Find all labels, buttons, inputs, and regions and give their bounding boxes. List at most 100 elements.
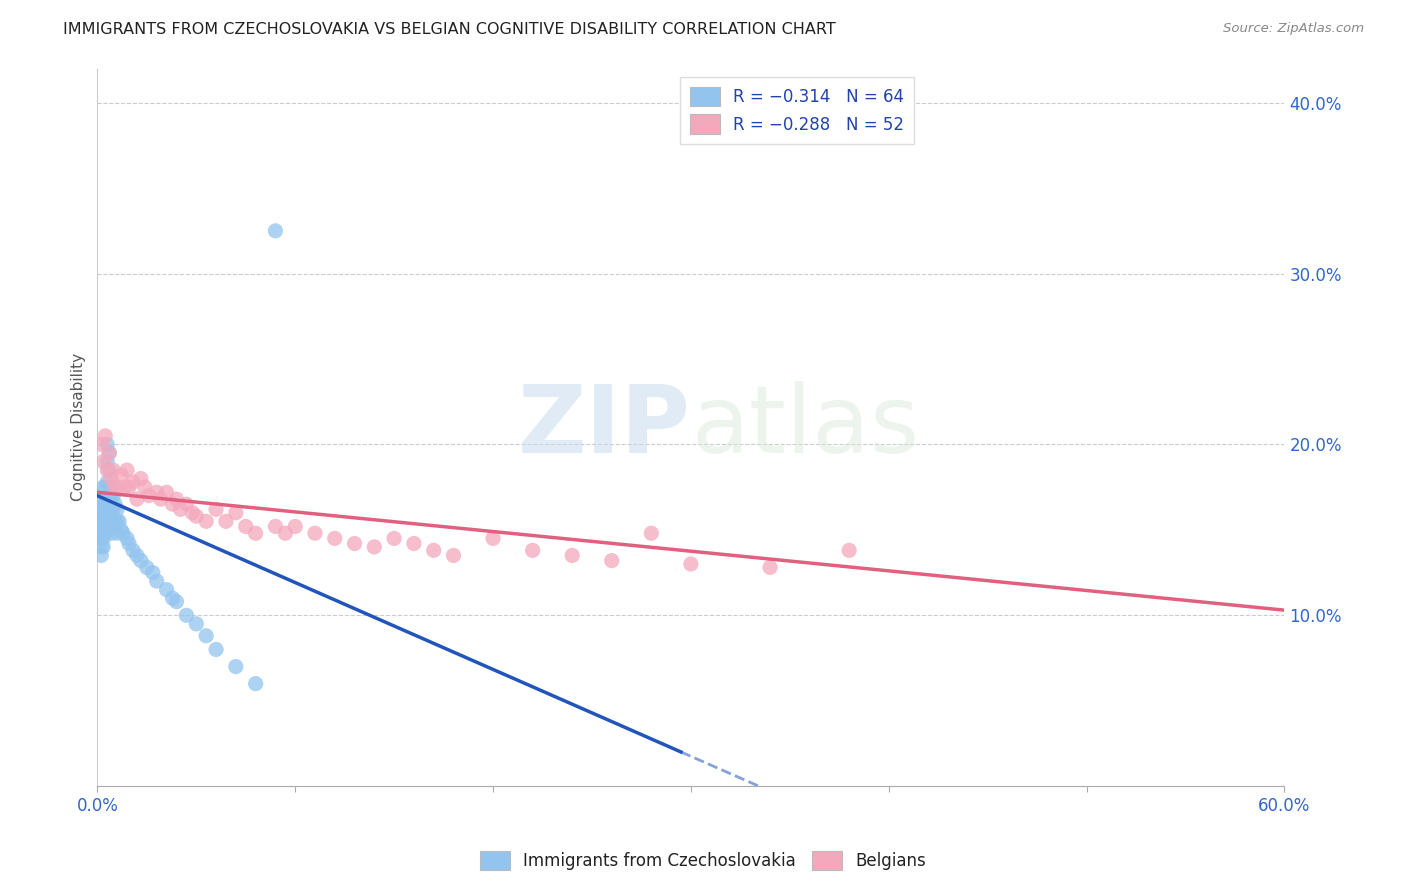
Point bbox=[118, 536, 141, 550]
Point bbox=[284, 519, 307, 533]
Point bbox=[640, 526, 662, 541]
Point bbox=[155, 582, 177, 597]
Point bbox=[91, 514, 114, 528]
Point bbox=[100, 480, 122, 494]
Point bbox=[166, 492, 188, 507]
Point bbox=[90, 523, 112, 537]
Point bbox=[100, 509, 122, 524]
Point bbox=[195, 629, 218, 643]
Point bbox=[96, 509, 118, 524]
Point bbox=[94, 429, 117, 443]
Point bbox=[94, 526, 117, 541]
Point bbox=[115, 532, 138, 546]
Point bbox=[129, 553, 152, 567]
Point bbox=[101, 463, 124, 477]
Y-axis label: Cognitive Disability: Cognitive Disability bbox=[72, 353, 86, 501]
Point bbox=[96, 454, 118, 468]
Point bbox=[142, 566, 165, 580]
Point bbox=[122, 475, 145, 489]
Point bbox=[118, 480, 141, 494]
Point bbox=[600, 553, 623, 567]
Legend: Immigrants from Czechoslovakia, Belgians: Immigrants from Czechoslovakia, Belgians bbox=[472, 844, 934, 877]
Point bbox=[100, 526, 122, 541]
Point bbox=[402, 536, 425, 550]
Point bbox=[90, 506, 112, 520]
Point bbox=[522, 543, 544, 558]
Point bbox=[96, 523, 118, 537]
Point bbox=[482, 532, 505, 546]
Point bbox=[186, 616, 208, 631]
Point bbox=[91, 540, 114, 554]
Point bbox=[205, 642, 228, 657]
Text: atlas: atlas bbox=[690, 382, 920, 474]
Point bbox=[162, 591, 184, 606]
Point bbox=[129, 472, 152, 486]
Point bbox=[101, 502, 124, 516]
Point bbox=[176, 608, 198, 623]
Point bbox=[195, 514, 218, 528]
Point bbox=[94, 492, 117, 507]
Point bbox=[162, 497, 184, 511]
Point bbox=[122, 543, 145, 558]
Point bbox=[422, 543, 444, 558]
Point bbox=[561, 549, 583, 563]
Point bbox=[176, 497, 198, 511]
Point bbox=[98, 463, 121, 477]
Legend: R = −0.314   N = 64, R = −0.288   N = 52: R = −0.314 N = 64, R = −0.288 N = 52 bbox=[679, 77, 914, 144]
Point bbox=[205, 502, 228, 516]
Point bbox=[108, 514, 131, 528]
Point bbox=[114, 480, 136, 494]
Text: Source: ZipAtlas.com: Source: ZipAtlas.com bbox=[1223, 22, 1364, 36]
Point bbox=[101, 519, 124, 533]
Point bbox=[264, 519, 287, 533]
Point bbox=[91, 454, 114, 468]
Point bbox=[90, 532, 112, 546]
Point bbox=[363, 540, 385, 554]
Point bbox=[838, 543, 860, 558]
Point bbox=[94, 502, 117, 516]
Point bbox=[94, 514, 117, 528]
Point bbox=[181, 506, 204, 520]
Point bbox=[245, 676, 267, 690]
Point bbox=[90, 437, 112, 451]
Point bbox=[100, 492, 122, 507]
Point bbox=[105, 514, 128, 528]
Point bbox=[323, 532, 346, 546]
Point bbox=[91, 480, 114, 494]
Point bbox=[110, 523, 132, 537]
Point bbox=[91, 532, 114, 546]
Point bbox=[94, 480, 117, 494]
Point bbox=[90, 514, 112, 528]
Point bbox=[89, 509, 111, 524]
Point bbox=[225, 659, 247, 673]
Point bbox=[155, 485, 177, 500]
Point bbox=[89, 497, 111, 511]
Point bbox=[89, 526, 111, 541]
Point bbox=[264, 224, 287, 238]
Point bbox=[90, 549, 112, 563]
Point bbox=[105, 480, 128, 494]
Point bbox=[186, 509, 208, 524]
Point bbox=[245, 526, 267, 541]
Point bbox=[225, 506, 247, 520]
Point bbox=[235, 519, 257, 533]
Point bbox=[91, 492, 114, 507]
Text: IMMIGRANTS FROM CZECHOSLOVAKIA VS BELGIAN COGNITIVE DISABILITY CORRELATION CHART: IMMIGRANTS FROM CZECHOSLOVAKIA VS BELGIA… bbox=[63, 22, 837, 37]
Point bbox=[145, 574, 167, 588]
Text: ZIP: ZIP bbox=[517, 382, 690, 474]
Point bbox=[104, 480, 127, 494]
Point bbox=[274, 526, 297, 541]
Point bbox=[138, 489, 160, 503]
Point bbox=[104, 514, 127, 528]
Point bbox=[96, 437, 118, 451]
Point bbox=[382, 532, 405, 546]
Point bbox=[145, 485, 167, 500]
Point bbox=[96, 463, 118, 477]
Point bbox=[96, 497, 118, 511]
Point bbox=[101, 489, 124, 503]
Point bbox=[135, 560, 157, 574]
Point bbox=[125, 549, 148, 563]
Point bbox=[110, 468, 132, 483]
Point bbox=[91, 523, 114, 537]
Point bbox=[98, 446, 121, 460]
